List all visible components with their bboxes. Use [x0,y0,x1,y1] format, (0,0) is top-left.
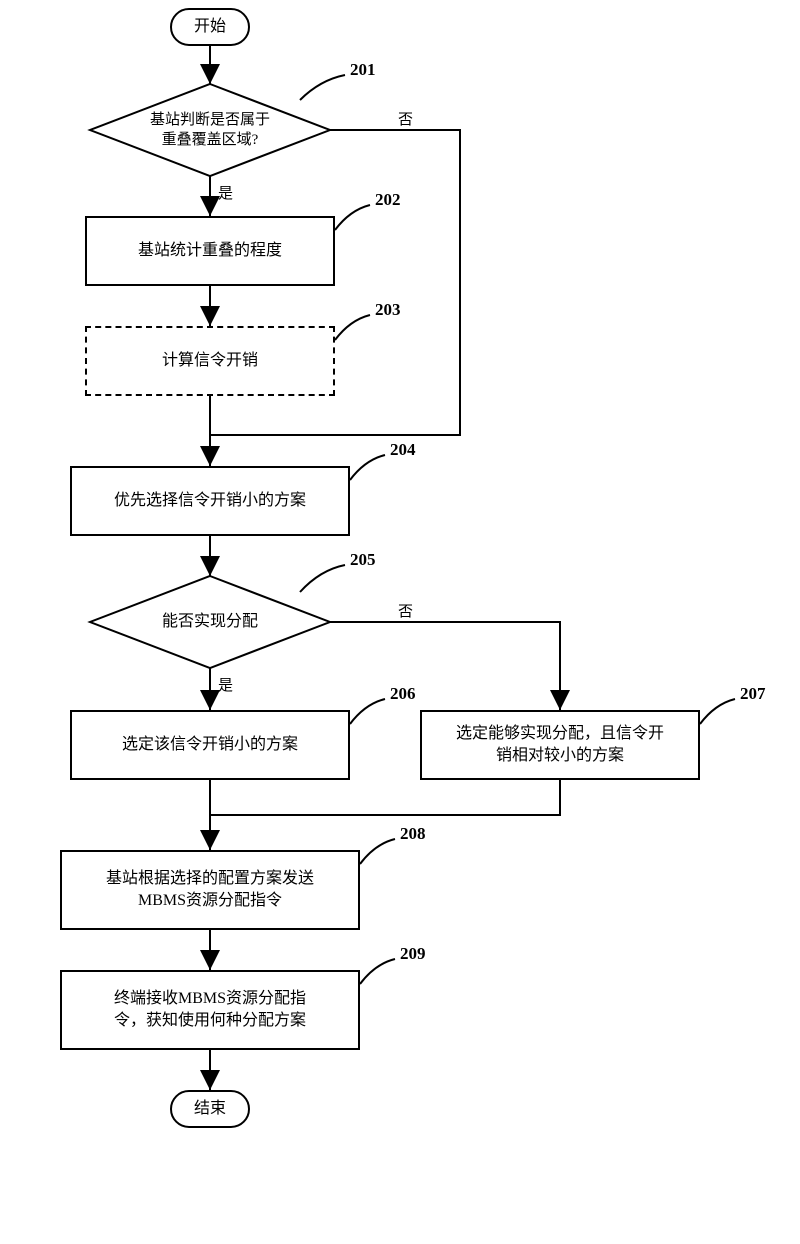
step-201: 201 [350,60,376,80]
step-205: 205 [350,550,376,570]
step-204: 204 [390,440,416,460]
step-206: 206 [390,684,416,704]
step-202: 202 [375,190,401,210]
decision-201-label: 基站判断是否属于 重叠覆盖区域? [120,110,300,151]
step-207: 207 [740,684,766,704]
step-203: 203 [375,300,401,320]
step-208: 208 [400,824,426,844]
decision-205-label: 能否实现分配 [120,611,300,633]
step-209: 209 [400,944,426,964]
